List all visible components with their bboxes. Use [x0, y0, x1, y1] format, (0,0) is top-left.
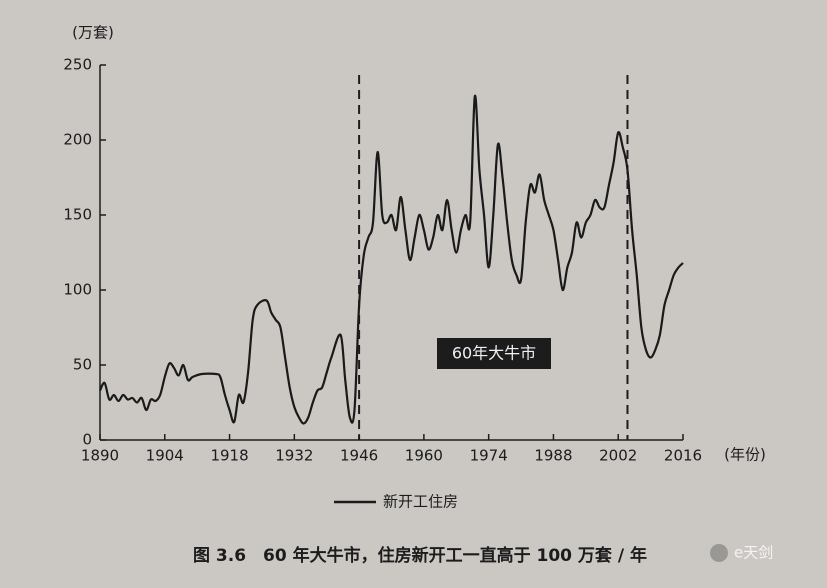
x-tick-label: 1932 — [275, 447, 313, 465]
x-axis-label: (年份) — [724, 446, 766, 464]
caption: 图 3.6 60 年大牛市，住房新开工一直高于 100 万套 / 年 — [193, 545, 647, 566]
y-tick-label: 0 — [82, 431, 92, 449]
y-tick-label: 150 — [63, 206, 92, 224]
data-line — [99, 94, 684, 425]
legend-label: 新开工住房 — [383, 493, 458, 511]
y-tick-label: 100 — [63, 281, 92, 299]
x-tick-label: 1974 — [470, 447, 508, 465]
watermark: e天剑 — [734, 544, 773, 562]
x-tick-label: 2016 — [664, 447, 702, 465]
x-tick-label: 1960 — [405, 447, 443, 465]
watermark-icon — [710, 544, 728, 562]
x-tick-label: 2002 — [599, 447, 637, 465]
y-tick-label: 50 — [73, 356, 92, 374]
x-tick-label: 1946 — [340, 447, 378, 465]
x-tick-label: 1988 — [534, 447, 572, 465]
x-tick-label: 1890 — [81, 447, 119, 465]
y-tick-label: 200 — [63, 131, 92, 149]
y-axis-label: (万套) — [72, 24, 114, 42]
y-tick-label: 250 — [63, 56, 92, 74]
annotation: 60年大牛市 — [452, 344, 536, 363]
annotation-box — [437, 338, 551, 369]
x-tick-label: 1918 — [210, 447, 248, 465]
x-tick-label: 1904 — [146, 447, 184, 465]
